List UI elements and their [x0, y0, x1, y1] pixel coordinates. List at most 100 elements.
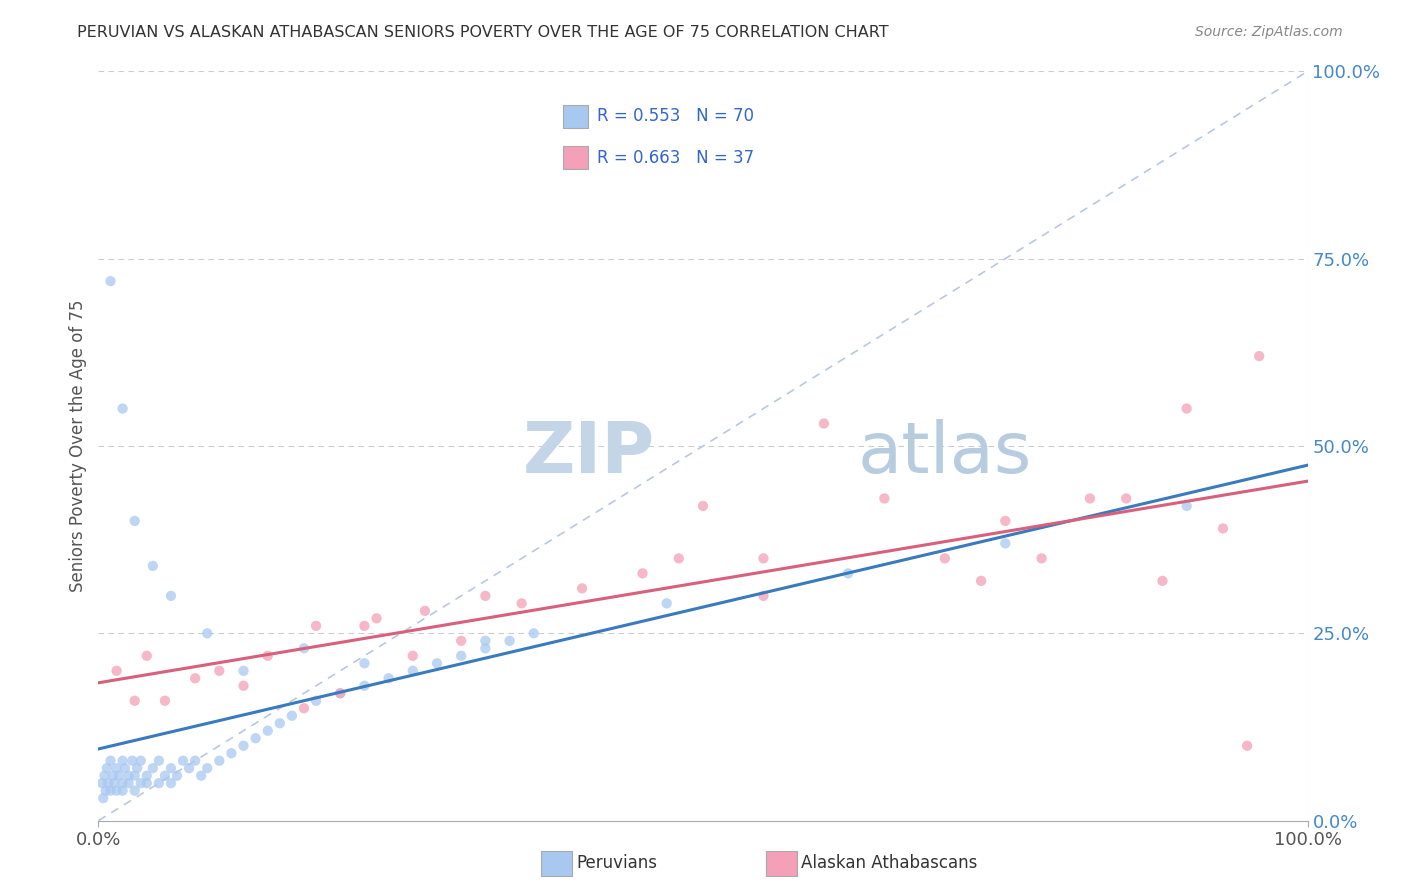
Point: [101, 769, 124, 783]
Point: [837, 566, 859, 581]
Point: [91, 776, 114, 790]
Point: [571, 582, 593, 596]
Point: [873, 491, 896, 506]
Point: [1152, 574, 1174, 588]
Point: [148, 754, 170, 768]
Point: [994, 514, 1017, 528]
Point: [108, 769, 131, 783]
Point: [190, 769, 212, 783]
Point: [1031, 551, 1053, 566]
Point: [124, 694, 146, 708]
Point: [292, 641, 315, 656]
Point: [172, 754, 194, 768]
Point: [256, 723, 278, 738]
Point: [631, 566, 654, 581]
Text: Peruvians: Peruvians: [576, 855, 658, 872]
Point: [523, 626, 546, 640]
Point: [474, 641, 496, 656]
Point: [474, 589, 496, 603]
Point: [184, 671, 207, 685]
Point: [124, 514, 146, 528]
Point: [114, 761, 136, 775]
Point: [100, 754, 122, 768]
Point: [111, 401, 134, 416]
Point: [111, 754, 134, 768]
Point: [692, 499, 714, 513]
Point: [1212, 521, 1234, 535]
Point: [377, 671, 399, 685]
Point: [655, 596, 678, 610]
Point: [305, 619, 328, 633]
Point: [208, 754, 231, 768]
Point: [232, 664, 254, 678]
Point: [135, 648, 157, 663]
Point: [160, 589, 183, 603]
Point: [91, 791, 114, 805]
Point: [100, 783, 122, 797]
Point: [93, 769, 115, 783]
Point: [160, 776, 183, 790]
Point: [135, 769, 157, 783]
Point: [474, 633, 496, 648]
Text: Source: ZipAtlas.com: Source: ZipAtlas.com: [1195, 25, 1343, 39]
Point: [148, 776, 170, 790]
Point: [1115, 491, 1137, 506]
Point: [510, 596, 533, 610]
Point: [153, 769, 176, 783]
Point: [450, 648, 472, 663]
Point: [329, 686, 352, 700]
Point: [269, 716, 291, 731]
Point: [135, 776, 157, 790]
Point: [232, 679, 254, 693]
Point: [208, 664, 231, 678]
Point: [292, 701, 315, 715]
Point: [221, 746, 243, 760]
Point: [353, 657, 375, 671]
Point: [402, 648, 425, 663]
Point: [100, 274, 122, 288]
Point: [426, 657, 449, 671]
Point: [402, 664, 425, 678]
Point: [97, 776, 120, 790]
Point: [111, 776, 134, 790]
Point: [668, 551, 690, 566]
Point: [1078, 491, 1101, 506]
Point: [105, 664, 128, 678]
Point: [934, 551, 956, 566]
Point: [127, 761, 149, 775]
Text: Alaskan Athabascans: Alaskan Athabascans: [801, 855, 977, 872]
Point: [994, 536, 1017, 550]
Point: [103, 776, 125, 790]
Point: [232, 739, 254, 753]
Point: [195, 761, 218, 775]
Point: [105, 783, 128, 797]
Point: [195, 626, 218, 640]
Point: [353, 619, 375, 633]
Text: ZIP: ZIP: [523, 419, 655, 488]
Point: [366, 611, 388, 625]
Point: [450, 633, 472, 648]
Point: [498, 633, 520, 648]
Point: [124, 769, 146, 783]
Point: [305, 694, 328, 708]
Text: atlas: atlas: [858, 419, 1032, 488]
Point: [752, 551, 775, 566]
Point: [166, 769, 188, 783]
Point: [1249, 349, 1271, 363]
Point: [129, 754, 152, 768]
Point: [142, 761, 165, 775]
Point: [142, 558, 165, 573]
Point: [813, 417, 835, 431]
Point: [245, 731, 267, 746]
Point: [118, 769, 141, 783]
Point: [96, 761, 118, 775]
Point: [1175, 499, 1198, 513]
Point: [160, 761, 183, 775]
Y-axis label: Seniors Poverty Over the Age of 75: Seniors Poverty Over the Age of 75: [69, 300, 87, 592]
Point: [124, 783, 146, 797]
Point: [413, 604, 436, 618]
Point: [94, 783, 117, 797]
Point: [153, 694, 176, 708]
Point: [256, 648, 278, 663]
Point: [105, 761, 128, 775]
